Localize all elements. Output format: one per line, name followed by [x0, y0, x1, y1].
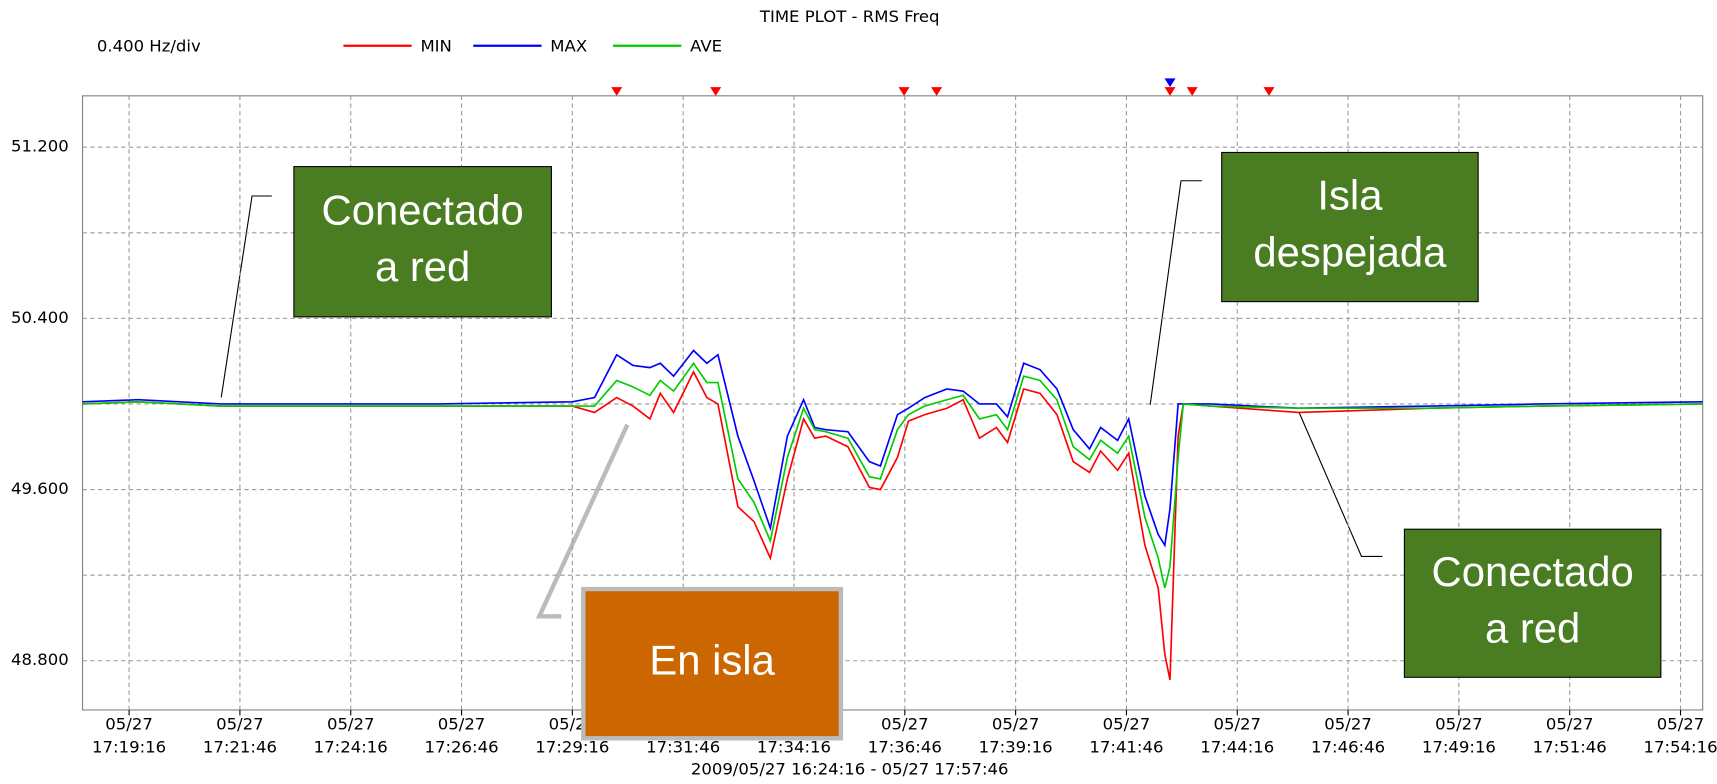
- series-line: [82, 370, 1703, 681]
- annotation-text: Conectado: [1432, 548, 1634, 595]
- leaders: [220, 180, 1383, 619]
- x-tick-date: 05/27: [216, 715, 264, 734]
- chart-title: TIME PLOT - RMS Freq: [759, 7, 940, 26]
- event-marker: [1164, 78, 1176, 88]
- x-tick-label: 17:31:46: [646, 738, 720, 757]
- annotation-box: [1221, 151, 1479, 303]
- y-tick-label: 50.400: [11, 308, 69, 327]
- y-tick-label: 49.600: [11, 479, 69, 498]
- annotation-text: Conectado: [322, 187, 524, 234]
- x-tick-label: 17:24:16: [314, 738, 388, 757]
- x-tick-label: 17:54:16: [1643, 738, 1717, 757]
- annotation-box: [293, 166, 552, 318]
- legend-label: AVE: [690, 36, 722, 55]
- x-tick-date: 05/27: [1657, 715, 1705, 734]
- subtitle: 2009/05/27 16:24:16 - 05/27 17:57:46: [691, 759, 1009, 778]
- x-tick-label: 17:34:16: [757, 738, 831, 757]
- annotation-box: [1403, 528, 1662, 678]
- x-tick-date: 05/27: [1435, 715, 1483, 734]
- legend-label: MAX: [550, 36, 587, 55]
- y-tick-label: 48.800: [11, 650, 69, 669]
- x-tick-date: 05/27: [1546, 715, 1594, 734]
- x-tick-label: 17:49:16: [1422, 738, 1496, 757]
- annotation-text: En isla: [649, 637, 775, 684]
- legend-label: MIN: [420, 36, 451, 55]
- leader-line: [535, 423, 630, 619]
- x-tick-label: 17:51:46: [1533, 738, 1607, 757]
- x-tick-date: 05/27: [881, 715, 929, 734]
- x-tick-date: 05/27: [438, 715, 486, 734]
- x-tick-date: 05/27: [105, 715, 153, 734]
- x-tick-label: 17:41:46: [1089, 738, 1163, 757]
- annotation-box: [581, 586, 844, 741]
- x-tick-label: 17:26:46: [425, 738, 499, 757]
- leader-line: [220, 195, 272, 398]
- annotation-text: a red: [375, 243, 470, 290]
- event-marker: [1186, 87, 1198, 96]
- annotation-text: a red: [1485, 605, 1580, 652]
- event-marker: [710, 87, 722, 96]
- y-tick-label: 51.200: [11, 137, 69, 156]
- event-marker: [1164, 87, 1176, 96]
- annotation-text: despejada: [1253, 228, 1447, 275]
- event-marker: [1263, 87, 1275, 96]
- leader-line: [1298, 411, 1383, 557]
- x-tick-label: 17:19:16: [92, 738, 166, 757]
- x-tick-label: 17:46:46: [1311, 738, 1385, 757]
- x-tick-label: 17:44:16: [1200, 738, 1274, 757]
- x-tick-date: 05/27: [327, 715, 375, 734]
- x-tick-label: 17:39:16: [979, 738, 1053, 757]
- x-tick-label: 17:29:16: [535, 738, 609, 757]
- leader-line: [1149, 180, 1202, 406]
- x-tick-date: 05/27: [992, 715, 1040, 734]
- x-tick-date: 05/27: [1324, 715, 1372, 734]
- x-tick-label: 17:36:46: [868, 738, 942, 757]
- x-tick-label: 17:21:46: [203, 738, 277, 757]
- x-tick-date: 05/27: [1213, 715, 1261, 734]
- y-axis-label: 0.400 Hz/div: [97, 36, 201, 55]
- event-marker: [611, 87, 623, 96]
- annotation-text: Isla: [1317, 172, 1383, 219]
- event-marker: [931, 87, 943, 96]
- series-line: [82, 361, 1703, 589]
- series-line: [82, 349, 1703, 548]
- x-tick-date: 05/27: [1103, 715, 1151, 734]
- event-marker: [898, 87, 910, 96]
